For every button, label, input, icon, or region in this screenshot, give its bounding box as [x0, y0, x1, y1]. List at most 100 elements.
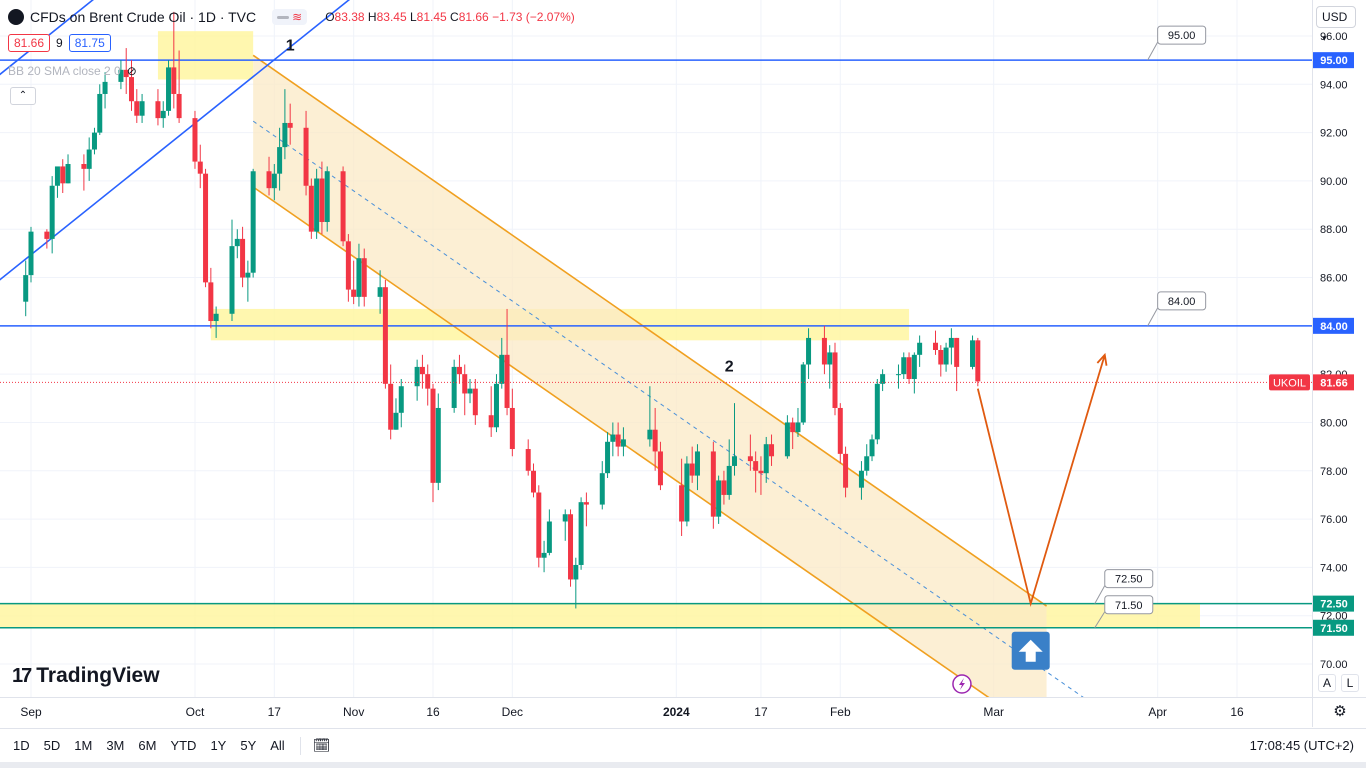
callout-box [1157, 25, 1207, 45]
candle-body [451, 366, 457, 408]
hidden-eye-icon[interactable]: ⊘ [126, 64, 137, 78]
collapse-legend-button[interactable]: ⌃ [10, 87, 36, 105]
candle-body [97, 93, 103, 133]
candle-body [499, 354, 505, 384]
symbol-title[interactable]: CFDs on Brent Crude Oil · 1D · TVC [30, 9, 257, 25]
channel-median-line [252, 120, 1084, 697]
range-all-button[interactable]: All [270, 738, 285, 753]
candle-body [726, 465, 732, 495]
range-3m-button[interactable]: 3M [106, 738, 125, 753]
candle-body [393, 412, 399, 430]
candle-body [493, 383, 499, 428]
settings-gear-icon[interactable]: ⚙ [1333, 703, 1347, 720]
candle-body [938, 350, 944, 365]
calendar-icon[interactable]: 🗓 [312, 737, 331, 753]
range-6m-button[interactable]: 6M [138, 738, 157, 753]
range-5y-button[interactable]: 5Y [240, 738, 257, 753]
indicator-label: BB 20 SMA close 2 0 [8, 64, 121, 78]
candle-body [864, 456, 870, 471]
symbol-badge [1269, 374, 1310, 391]
candle-body [525, 449, 531, 471]
candle-body [911, 354, 917, 379]
last-price-badge [1313, 374, 1354, 391]
candle-body [462, 374, 468, 394]
candle-body [282, 122, 288, 148]
projection-path [976, 354, 1106, 608]
callout-pointer [1147, 41, 1159, 61]
candle-body [303, 127, 309, 186]
candle-body [277, 147, 283, 174]
candle-body [562, 514, 568, 522]
candle-body [583, 502, 589, 505]
candle-body [599, 473, 605, 505]
bottom-toolbar: 1D 5D 1M 3M 6M YTD 1Y 5Y All 🗓 17:08:45 … [0, 728, 1366, 762]
log-scale-button[interactable]: L [1341, 674, 1359, 692]
candle-body [933, 342, 938, 350]
candle-body [382, 287, 388, 384]
indicator-legend[interactable]: BB 20 SMA close 2 0 ⊘ [8, 64, 137, 78]
price-badge-text: 71.50 [1320, 623, 1348, 635]
last-price-badge-text: 81.66 [1320, 377, 1348, 389]
candle-body [843, 453, 849, 488]
candle-body [769, 444, 775, 457]
tradingview-logo: 17 TradingView [12, 664, 160, 688]
candle-body [652, 429, 658, 452]
candle-body [134, 101, 140, 116]
wave-icon: ≋ [292, 10, 303, 24]
channel-fill [253, 55, 1047, 697]
range-5d-button[interactable]: 5D [43, 738, 61, 753]
market-status-pill[interactable]: ≋ [272, 9, 308, 25]
candle-body [874, 383, 880, 440]
candle-body [800, 364, 806, 423]
lightning-bolt-icon [958, 678, 965, 690]
candle-body [832, 352, 838, 408]
y-tick-label: 94.00 [1320, 79, 1348, 91]
currency-selector[interactable]: USD ▾ [1316, 6, 1356, 43]
price-badge-text: 95.00 [1320, 55, 1348, 67]
range-ytd-button[interactable]: YTD [170, 738, 197, 753]
y-tick-label: 90.00 [1320, 176, 1348, 188]
range-1m-button[interactable]: 1M [74, 738, 93, 753]
buy-price-button[interactable]: 81.75 [68, 34, 111, 52]
dash-icon [277, 15, 290, 19]
rising-channel-lower [0, 0, 351, 281]
callout-text: 72.50 [1115, 574, 1143, 586]
candle-body [917, 342, 923, 355]
candle-body [155, 101, 161, 119]
candle-body [488, 415, 494, 428]
auto-scale-button[interactable]: A [1318, 674, 1336, 692]
callout-box [1104, 569, 1154, 589]
clock-readout[interactable]: 17:08:45 (UTC+2) [1249, 738, 1354, 753]
candle-body [340, 171, 346, 242]
candle-body [578, 502, 584, 565]
chevron-down-icon: ▾ [1322, 33, 1327, 43]
candle-body [176, 93, 182, 119]
candle-body [689, 463, 695, 476]
bottom-strip [0, 762, 1366, 768]
candle-body [308, 185, 314, 232]
price-badge [1313, 52, 1354, 69]
range-1y-button[interactable]: 1Y [210, 738, 227, 753]
candle-body [60, 166, 66, 184]
range-1d-button[interactable]: 1D [13, 738, 30, 753]
candle-body [795, 422, 801, 433]
price-callout: 71.50 [1094, 595, 1154, 629]
candle-body [319, 178, 325, 222]
y-tick-label: 78.00 [1320, 466, 1348, 478]
toolbar-divider [299, 736, 301, 755]
candle-body [858, 470, 864, 488]
candle-body [203, 173, 209, 283]
candle-body [948, 337, 954, 348]
x-tick-label: Nov [343, 705, 364, 719]
candle-body [160, 110, 166, 119]
x-tick-label: 17 [268, 705, 282, 719]
callout-text: 95.00 [1168, 30, 1196, 42]
sell-price-button[interactable]: 81.66 [8, 34, 51, 52]
callout-pointer [1094, 585, 1106, 604]
price-callout: 95.00 [1147, 25, 1207, 61]
symbol-logo-icon [8, 9, 24, 25]
candle-body [245, 272, 251, 278]
candle-body [287, 122, 293, 128]
y-tick-label: 80.00 [1320, 417, 1348, 429]
